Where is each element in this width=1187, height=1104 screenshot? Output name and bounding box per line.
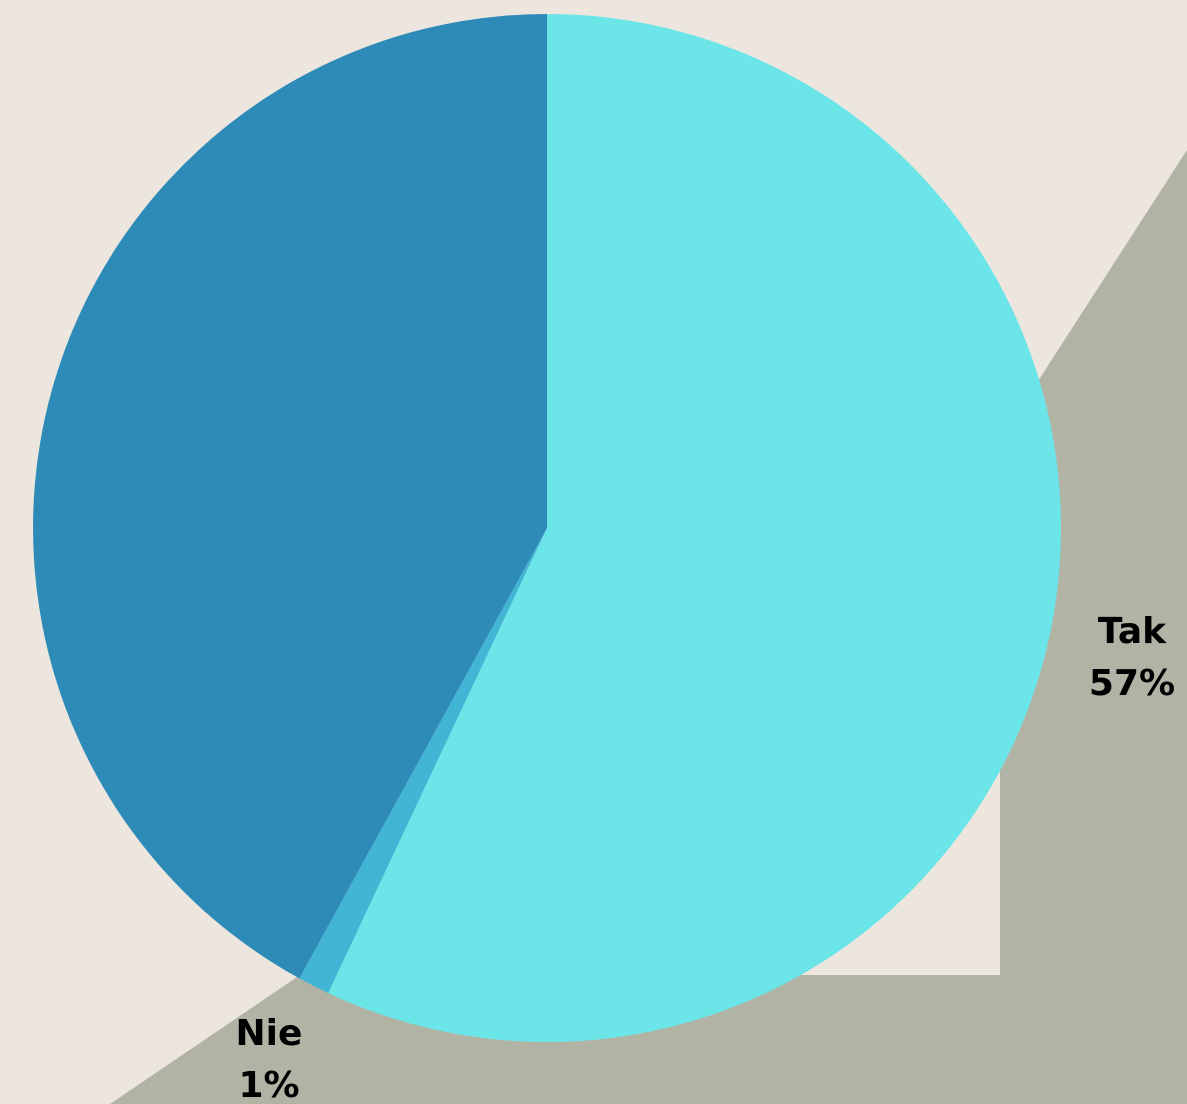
slice-label-tak-name: Tak — [1097, 611, 1167, 652]
slice-label-nie: Nie 1% — [224, 1008, 314, 1104]
pie-slice-nie — [299, 528, 547, 994]
pie-slice-tak — [328, 14, 1062, 1042]
slice-label-nie-name: Nie — [235, 1013, 303, 1054]
slice-label-tak: Tak 57% — [1080, 606, 1184, 710]
pie-slice-unlabeled — [33, 13, 547, 979]
background-accent-shape-edge — [1000, 150, 1187, 1104]
slice-label-tak-value: 57% — [1088, 663, 1176, 704]
slice-label-nie-value: 1% — [238, 1065, 300, 1104]
